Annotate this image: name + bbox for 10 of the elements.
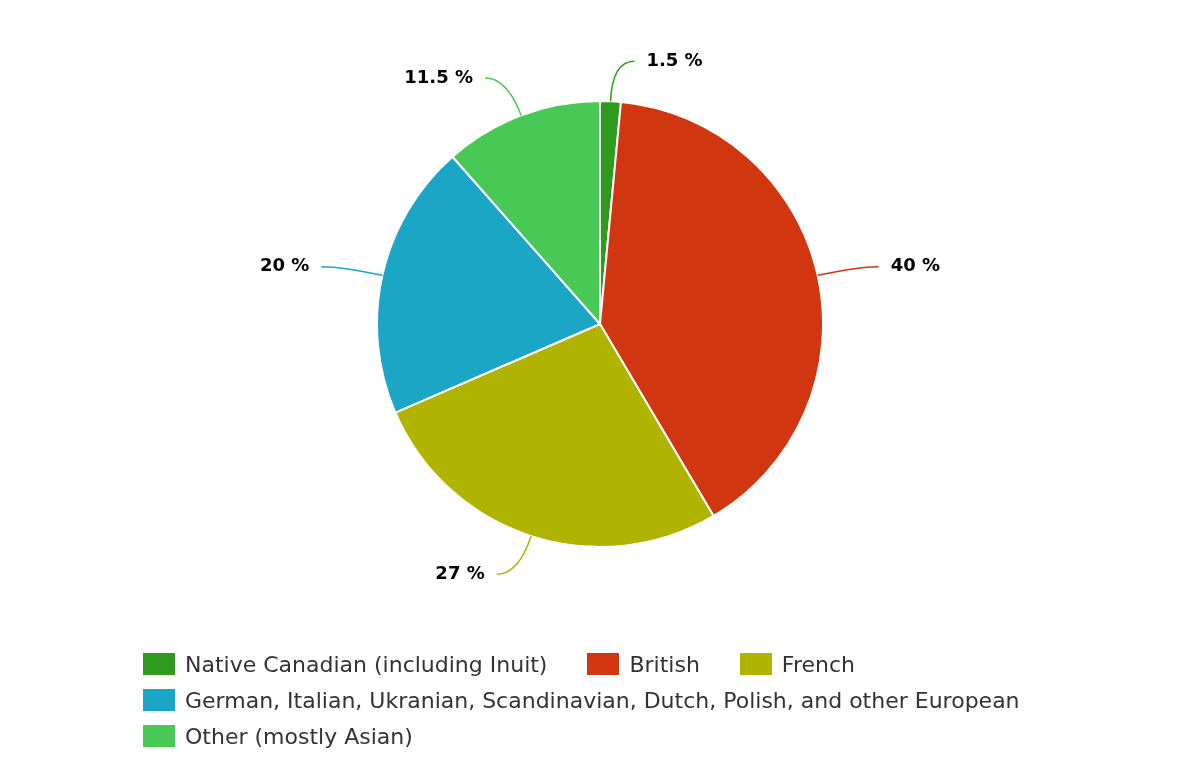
legend-label: Native Canadian (including Inuit) bbox=[185, 651, 548, 677]
data-label: 40 % bbox=[890, 254, 941, 276]
data-label: 11.5 % bbox=[404, 65, 474, 87]
data-label: 20 % bbox=[259, 254, 310, 276]
legend-label: Other (mostly Asian) bbox=[185, 723, 413, 749]
data-label: 27 % bbox=[435, 561, 485, 583]
data-label: 1.5 % bbox=[646, 48, 703, 70]
legend-label: British bbox=[629, 651, 700, 677]
legend-label: German, Italian, Ukranian, Scandinavian, Dutch, Polish, and other European bbox=[185, 687, 1020, 713]
legend-label: French bbox=[781, 651, 855, 677]
